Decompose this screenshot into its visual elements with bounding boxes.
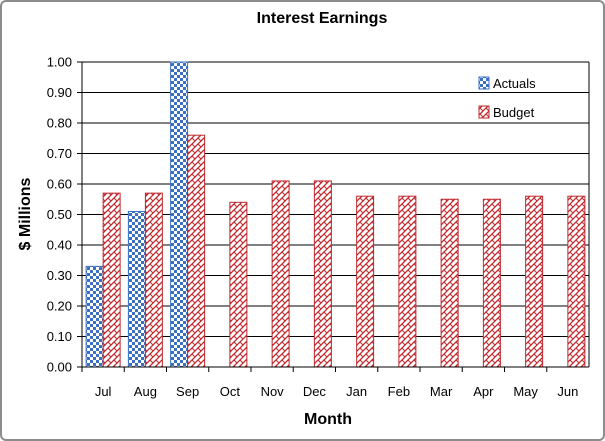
x-tick-label: Jan	[346, 384, 367, 399]
bar-budget-nov	[271, 180, 290, 368]
bar-budget-sep	[187, 134, 206, 368]
gridlines	[82, 61, 589, 337]
x-axis-ticks: Jul Aug Sep Oct Nov Dec Jan Feb Mar Apr May Jun	[81, 367, 578, 399]
chart-title: Interest Earnings	[257, 10, 388, 27]
bar-budget-aug	[144, 192, 163, 368]
legend: Actuals Budget	[478, 76, 536, 120]
y-tick-label: 0.10	[47, 329, 72, 344]
bar-budget-jun	[567, 195, 586, 368]
x-tick-label: May	[513, 384, 538, 399]
bar-budget-mar	[440, 198, 459, 368]
bar-budget-may	[525, 195, 544, 368]
bar-actuals-jul	[85, 265, 104, 368]
y-tick-label: 0.80	[47, 116, 72, 131]
y-axis-title: $ Millions	[17, 177, 34, 250]
y-tick-label: 0.40	[47, 238, 72, 253]
x-tick-label: Aug	[134, 384, 157, 399]
x-tick-label: Mar	[430, 384, 453, 399]
x-tick-label: Jul	[95, 384, 112, 399]
x-tick-label: Dec	[303, 384, 327, 399]
bar-actuals-aug	[127, 210, 146, 368]
y-tick-label: 0.90	[47, 85, 72, 100]
legend-swatch-actuals	[478, 76, 490, 90]
legend-label-budget: Budget	[493, 105, 535, 120]
x-tick-label: Jun	[557, 384, 578, 399]
y-tick-label: 0.30	[47, 268, 72, 283]
x-tick-label: Oct	[220, 384, 241, 399]
y-tick-label: 0.60	[47, 177, 72, 192]
y-tick-label: 1.00	[47, 55, 72, 70]
bar-budget-jan	[356, 195, 375, 368]
legend-swatch-budget	[478, 105, 490, 119]
x-tick-label: Sep	[176, 384, 199, 399]
legend-label-actuals: Actuals	[493, 76, 536, 91]
y-tick-label: 0.00	[47, 360, 72, 375]
bar-budget-oct	[229, 201, 248, 368]
bar-budget-jul	[102, 192, 121, 368]
x-tick-label: Feb	[388, 384, 410, 399]
y-axis-ticks: 0.00 0.10 0.20 0.30 0.40 0.50 0.60 0.70 0.80 0.90…	[47, 55, 82, 375]
y-tick-label: 0.50	[47, 207, 72, 222]
bars	[85, 61, 586, 368]
x-tick-label: Nov	[261, 384, 285, 399]
bar-budget-dec	[313, 180, 332, 368]
bar-actuals-sep	[170, 61, 189, 368]
x-tick-label: Apr	[473, 384, 494, 399]
x-axis-title: Month	[304, 411, 352, 428]
bar-budget-feb	[398, 195, 417, 368]
y-tick-label: 0.20	[47, 299, 72, 314]
y-tick-label: 0.70	[47, 146, 72, 161]
bar-budget-apr	[482, 198, 501, 368]
